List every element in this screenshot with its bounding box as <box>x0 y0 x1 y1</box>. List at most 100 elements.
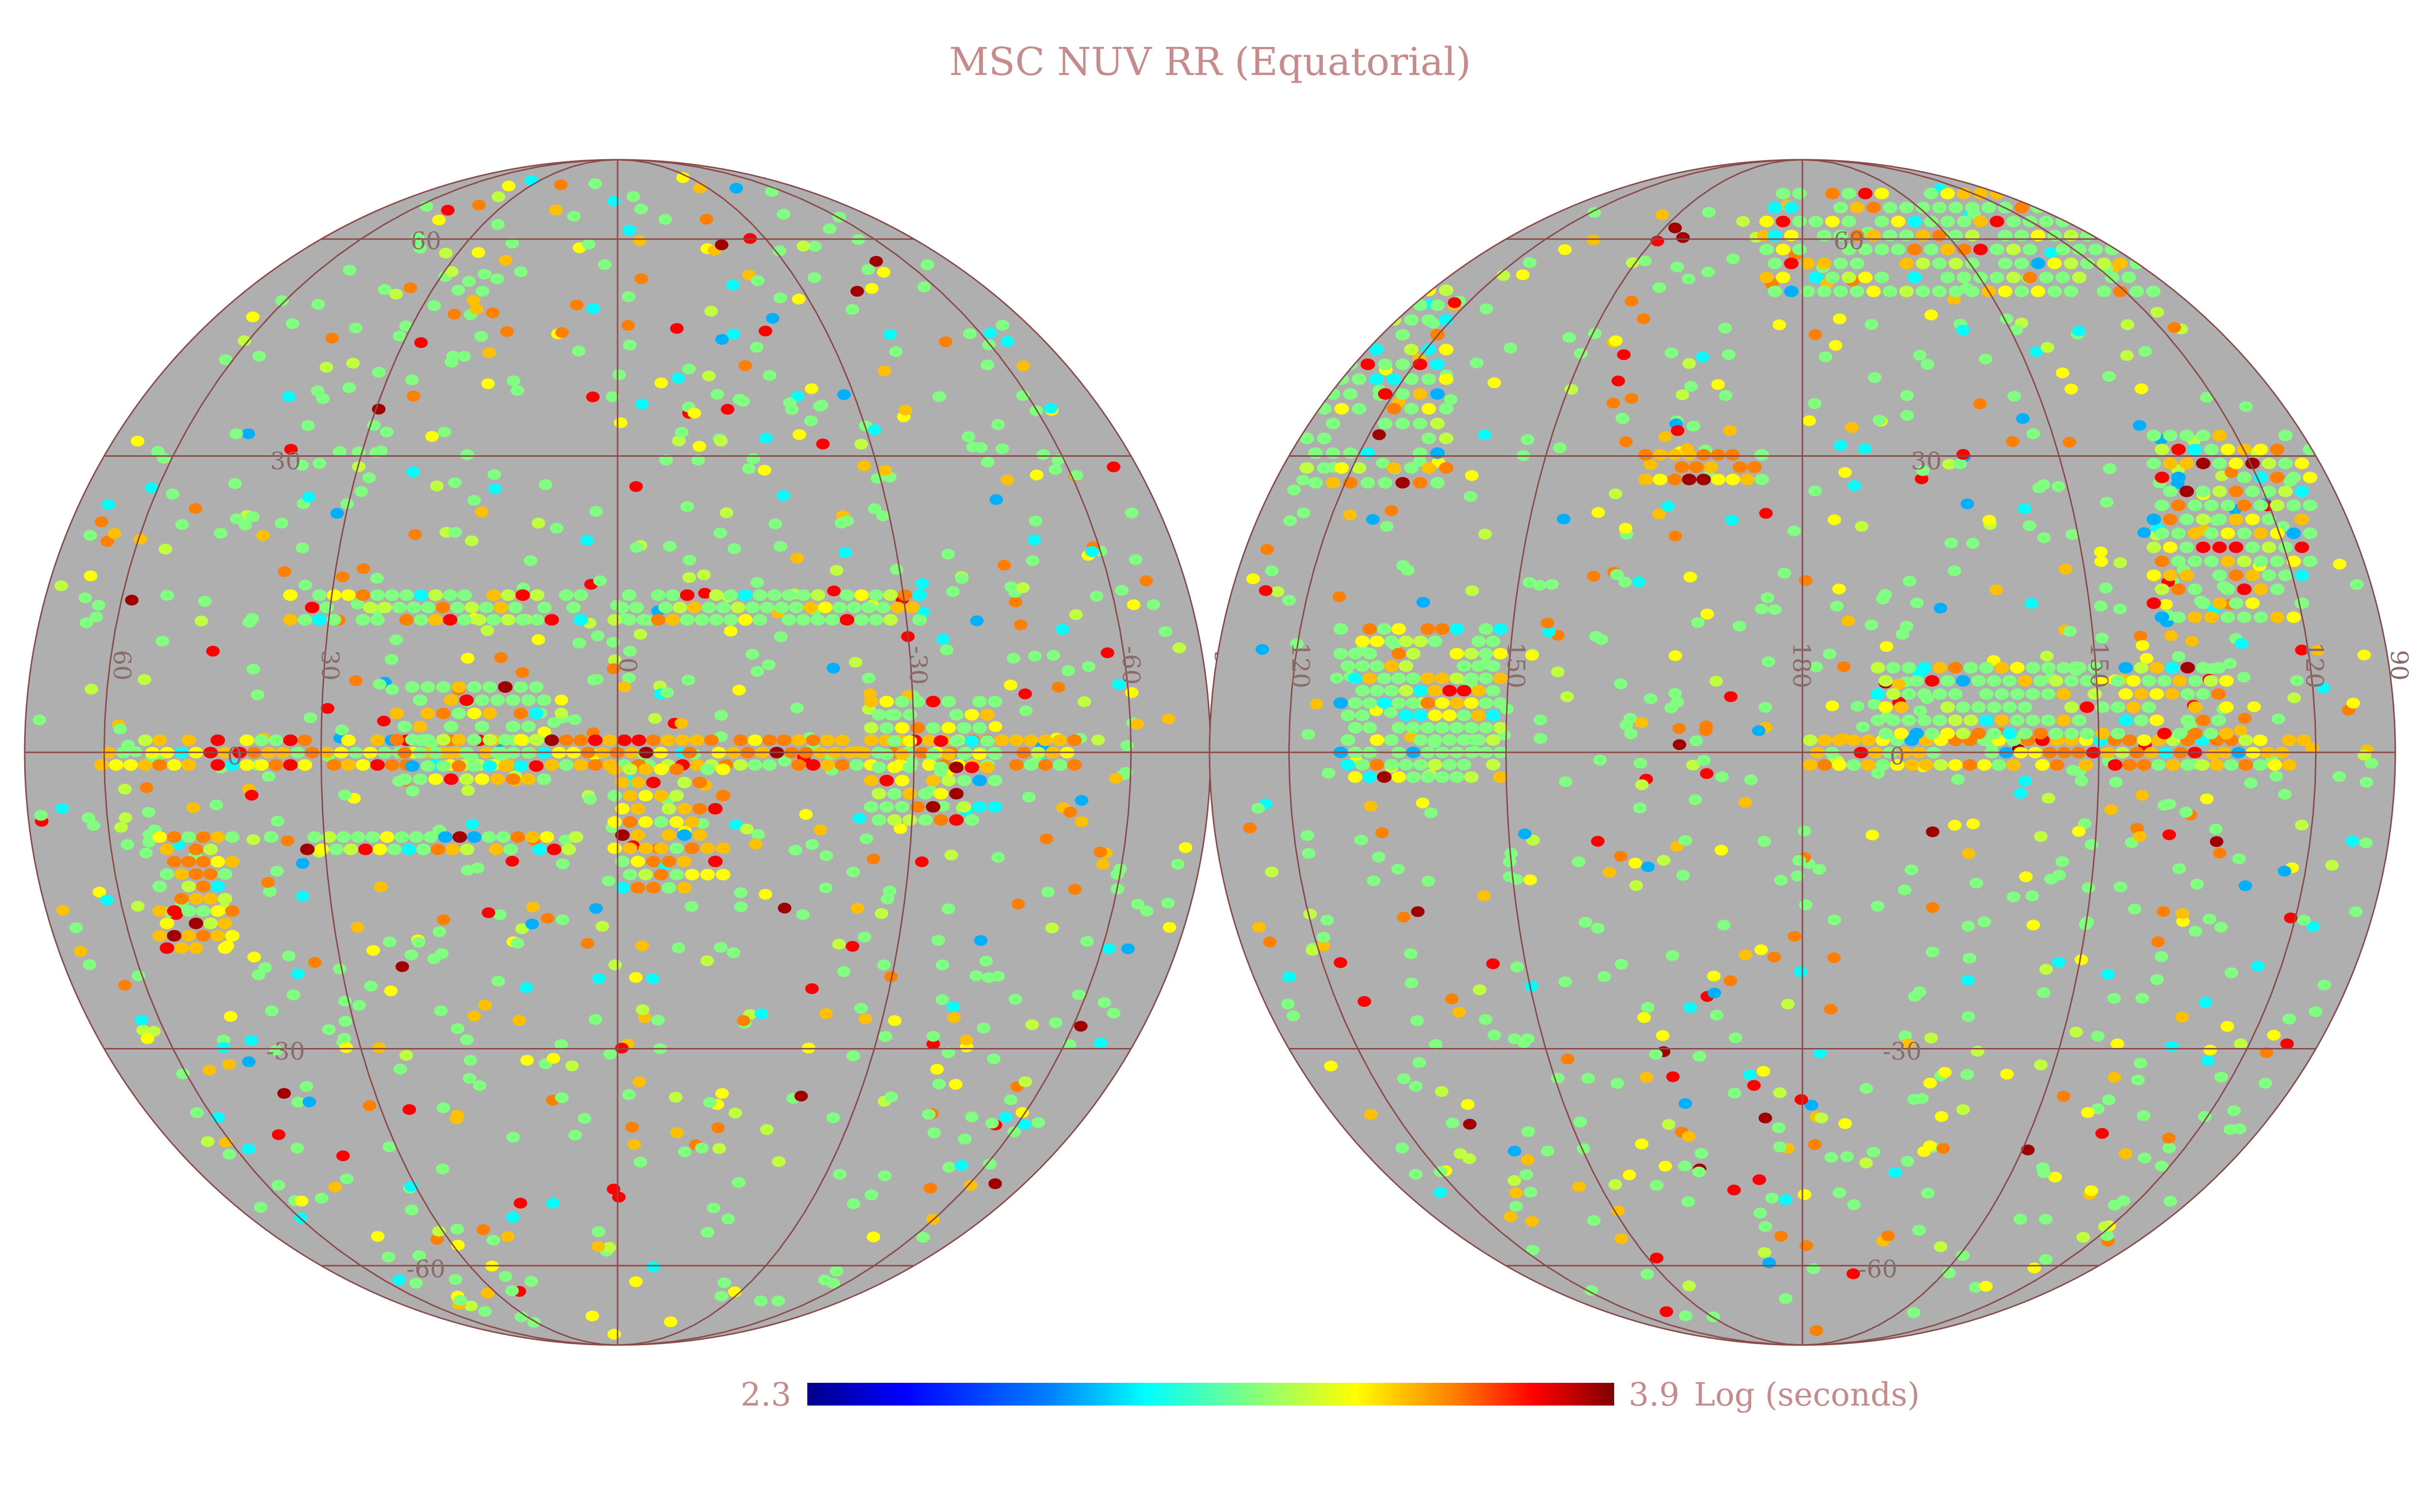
exposure-dot <box>1080 936 1094 947</box>
exposure-dot <box>922 759 937 771</box>
exposure-dot <box>1009 597 1023 608</box>
exposure-dot <box>998 559 1012 571</box>
exposure-dot <box>1422 462 1436 474</box>
exposure-dot <box>987 1053 1001 1064</box>
exposure-dot <box>2027 428 2040 439</box>
exposure-dot <box>733 759 748 771</box>
exposure-dot <box>1392 697 1406 709</box>
exposure-dot <box>734 901 748 913</box>
exposure-dot <box>877 1170 892 1182</box>
exposure-dot <box>1637 1012 1651 1023</box>
exposure-dot <box>341 759 356 771</box>
exposure-dot <box>1940 271 1955 284</box>
exposure-dot <box>1503 871 1517 883</box>
exposure-dot <box>380 831 394 843</box>
exposure-dot <box>2063 626 2077 637</box>
exposure-dot <box>773 541 787 552</box>
exposure-dot <box>2155 499 2169 511</box>
exposure-dot <box>514 681 528 693</box>
exposure-dot <box>2196 513 2210 525</box>
exposure-dot <box>783 397 797 408</box>
exposure-dot <box>1019 705 1033 717</box>
exposure-dot <box>498 734 513 746</box>
exposure-dot <box>485 307 499 318</box>
exposure-dot <box>1987 701 2001 713</box>
exposure-dot <box>1907 1307 1921 1318</box>
exposure-dot <box>1416 597 1430 608</box>
exposure-dot <box>1334 314 1349 326</box>
exposure-dot <box>282 391 296 403</box>
exposure-dot <box>1587 234 1601 245</box>
exposure-dot <box>356 589 370 601</box>
exposure-dot <box>1380 521 1394 532</box>
exposure-dot <box>1971 701 1986 713</box>
exposure-dot <box>1900 620 1914 632</box>
exposure-dot <box>1068 883 1082 895</box>
exposure-dot <box>682 554 696 566</box>
right-ra-label-120a: 120 <box>1286 642 1315 688</box>
exposure-dot <box>1817 285 1831 298</box>
exposure-dot <box>632 734 646 746</box>
exposure-dot <box>483 734 497 746</box>
exposure-dot <box>493 909 507 920</box>
exposure-dot <box>1147 599 1161 610</box>
exposure-dot <box>465 535 479 547</box>
exposure-dot <box>1768 604 1782 615</box>
exposure-dot <box>724 626 738 637</box>
exposure-dot <box>607 816 622 828</box>
exposure-dot <box>1792 188 1807 199</box>
exposure-dot <box>1825 700 1839 712</box>
exposure-dot <box>225 831 240 843</box>
exposure-dot <box>2137 1110 2150 1121</box>
exposure-dot <box>370 614 385 626</box>
exposure-dot <box>1615 958 1629 970</box>
exposure-dot <box>2267 1030 2281 1041</box>
exposure-dot <box>1479 673 1493 684</box>
exposure-dot <box>555 694 569 706</box>
exposure-dot <box>399 1050 413 1061</box>
exposure-dot <box>651 589 666 601</box>
exposure-dot <box>1995 662 2009 674</box>
exposure-dot <box>1916 465 1930 476</box>
exposure-dot <box>1421 623 1435 635</box>
exposure-dot <box>2097 201 2111 213</box>
exposure-dot <box>87 820 101 831</box>
exposure-dot <box>1754 449 1769 461</box>
exposure-dot <box>753 614 767 626</box>
exposure-dot <box>1846 759 1861 771</box>
exposure-dot <box>884 971 898 982</box>
exposure-dot <box>303 712 318 723</box>
exposure-dot <box>2147 569 2161 581</box>
exposure-dot <box>1348 648 1362 659</box>
exposure-dot <box>2007 891 2021 902</box>
exposure-dot <box>631 882 645 894</box>
exposure-dot <box>883 885 897 897</box>
exposure-dot <box>525 175 539 186</box>
exposure-dot <box>79 617 93 629</box>
exposure-dot <box>1525 980 1539 992</box>
exposure-dot <box>899 404 912 416</box>
exposure-dot <box>2019 871 2033 883</box>
exposure-dot <box>1696 449 1711 461</box>
exposure-dot <box>774 601 789 614</box>
exposure-dot <box>2080 701 2094 713</box>
exposure-dot <box>2029 346 2043 357</box>
exposure-dot <box>413 720 427 733</box>
exposure-dot <box>834 517 848 529</box>
exposure-dot <box>852 812 866 824</box>
exposure-dot <box>748 734 762 746</box>
exposure-dot <box>590 674 604 685</box>
exposure-dot <box>1106 461 1120 473</box>
exposure-dot <box>174 868 189 880</box>
exposure-dot <box>1640 1072 1653 1083</box>
exposure-dot <box>670 323 684 334</box>
exposure-dot <box>1377 697 1392 709</box>
exposure-dot <box>467 295 481 306</box>
exposure-dot <box>286 318 300 329</box>
exposure-dot <box>989 494 1003 505</box>
exposure-dot <box>1140 905 1154 917</box>
exposure-dot <box>283 734 298 746</box>
exposure-dot <box>302 1096 317 1108</box>
exposure-dot <box>1102 943 1116 955</box>
exposure-dot <box>2072 826 2086 837</box>
